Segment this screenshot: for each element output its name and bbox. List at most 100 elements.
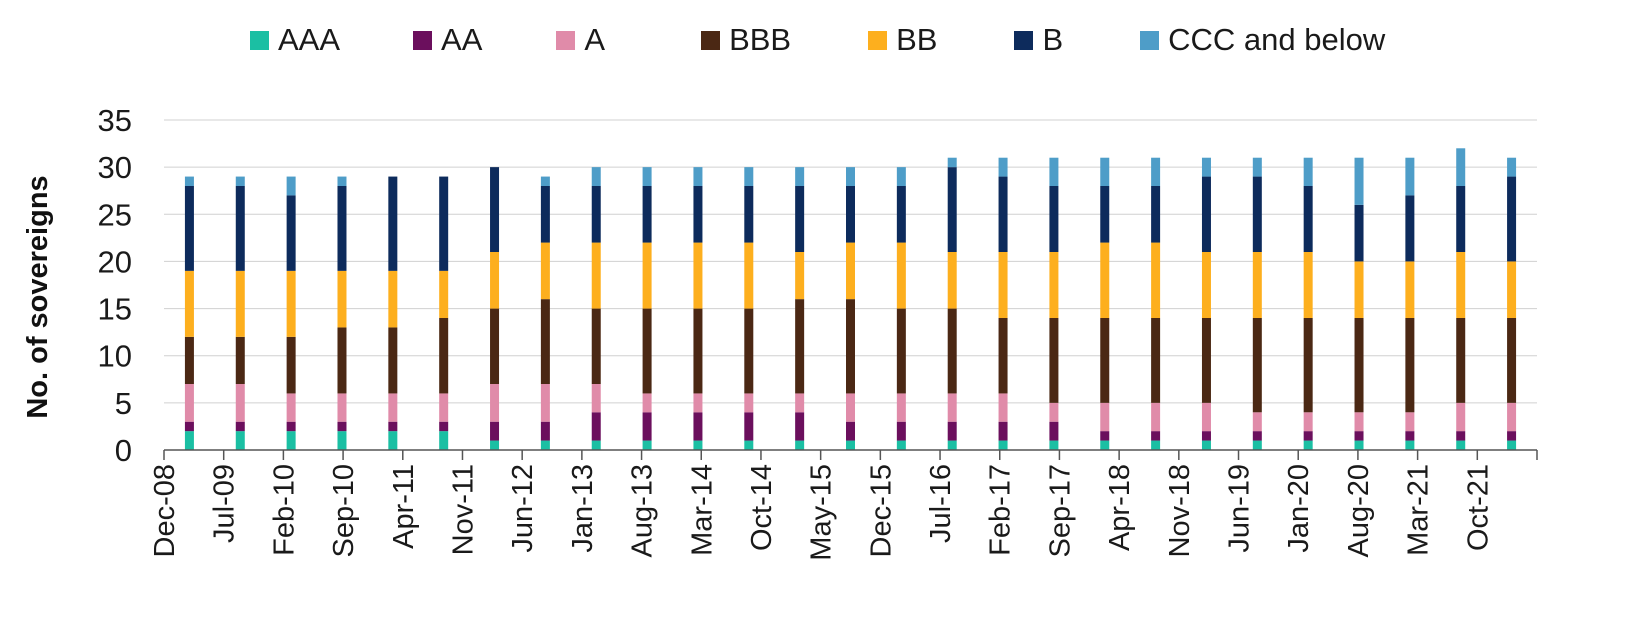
x-tick-label: Dec-15 <box>865 464 897 558</box>
bar-segment <box>286 393 296 422</box>
y-tick-label: 15 <box>98 292 132 327</box>
bar-segment <box>896 308 906 394</box>
bar-segment <box>1201 176 1211 252</box>
x-tick-label: Jun-19 <box>1224 464 1256 553</box>
bar-segment <box>744 440 754 450</box>
bar-segment <box>693 393 703 413</box>
x-tick-label: Oct-14 <box>746 464 778 551</box>
bar-segment <box>286 431 296 450</box>
bar-segment <box>947 440 957 450</box>
legend-swatch <box>250 30 269 50</box>
bar-segment <box>998 440 1008 450</box>
bar-segment <box>947 308 957 394</box>
bar-segment <box>388 431 398 450</box>
bar-segment <box>795 393 805 413</box>
legend-label: BB <box>896 22 938 57</box>
bar-segment <box>947 393 957 422</box>
bar-segment <box>1252 157 1262 177</box>
y-tick-label: 0 <box>115 433 132 468</box>
legend-item: BBB <box>701 22 791 58</box>
bar-segment <box>1100 440 1110 450</box>
bar-segment <box>235 336 245 384</box>
bar-segment <box>846 421 855 441</box>
bar-segment <box>795 167 805 186</box>
bar-segment <box>1456 252 1466 318</box>
bar-segment <box>896 167 906 186</box>
bar-segment <box>1151 431 1161 441</box>
bar-segment <box>998 393 1008 422</box>
bar-segment <box>998 318 1008 394</box>
bar-segment <box>693 167 703 186</box>
bar-segment <box>846 242 855 300</box>
bar-segment <box>1354 412 1364 432</box>
bar-segment <box>642 412 652 441</box>
legend-swatch <box>1014 30 1034 50</box>
bar-segment <box>1405 195 1415 262</box>
bar-segment <box>1151 402 1161 432</box>
bar-segment <box>337 270 347 328</box>
bar-segment <box>1405 261 1415 318</box>
x-tick-label: Jun-12 <box>507 464 539 553</box>
bar-segment <box>540 299 550 384</box>
bar-segment <box>896 393 906 422</box>
bar-segment <box>1049 421 1059 441</box>
bar-segment <box>846 299 855 394</box>
bar-segment <box>1049 402 1059 422</box>
legend-item: AA <box>413 22 482 58</box>
bar-segment <box>1507 431 1517 441</box>
x-tick-label: Feb-17 <box>985 464 1017 556</box>
y-axis-label: No. of sovereigns <box>22 175 54 418</box>
bar-segment <box>896 421 906 441</box>
bar-segment <box>1201 157 1211 177</box>
bar-segment <box>540 421 550 441</box>
bar-segment <box>1456 402 1466 432</box>
bar-segment <box>693 308 703 394</box>
x-tick-label: Mar-21 <box>1403 464 1435 556</box>
bar-segment <box>1100 157 1110 186</box>
bar-segment <box>591 186 601 243</box>
x-tick-label: Sep-17 <box>1044 464 1076 558</box>
bar-segment <box>1507 318 1517 403</box>
bar-segment <box>490 384 500 422</box>
bar-segment <box>388 393 398 422</box>
bar-segment <box>1049 157 1059 186</box>
bar-segment <box>1151 157 1161 186</box>
bar-segment <box>1151 318 1161 403</box>
x-tick-label: Dec-08 <box>149 464 181 558</box>
bar-segment <box>1100 186 1110 243</box>
bar-segment <box>1405 318 1415 413</box>
bar-segment <box>1456 431 1466 441</box>
bar-segment <box>896 242 906 309</box>
bar-segment <box>540 176 550 186</box>
bar-segment <box>337 176 347 186</box>
x-tick-label: Apr-18 <box>1104 464 1136 551</box>
bar-segment <box>439 270 449 318</box>
legend-label: CCC and below <box>1168 22 1386 57</box>
bar-segment <box>591 308 601 384</box>
bar-segment <box>1405 431 1415 441</box>
bar-segment <box>846 186 855 243</box>
bar-segment <box>1049 318 1059 403</box>
bar-segment <box>1354 318 1364 413</box>
y-tick-label: 30 <box>98 150 132 185</box>
bar-segment <box>1252 431 1262 441</box>
bar-segment <box>642 167 652 186</box>
legend-item: A <box>556 22 605 58</box>
x-tick-label: Oct-21 <box>1462 464 1494 551</box>
bar-segment <box>795 440 805 450</box>
legend-label: AAA <box>278 22 341 57</box>
bar-segment <box>998 176 1008 252</box>
legend-item: BB <box>868 22 937 58</box>
y-tick-label: 25 <box>98 197 132 232</box>
legend-label: A <box>584 22 606 57</box>
bar-segment <box>1049 440 1059 450</box>
bar-segment <box>642 186 652 243</box>
bar-segment <box>184 176 194 186</box>
bar-segment <box>1100 431 1110 441</box>
bar-segment <box>591 242 601 309</box>
bar-segment <box>1456 186 1466 252</box>
bar-segment <box>1303 440 1313 450</box>
legend: AAA AA A BBB BB B CCC and below <box>250 22 1385 58</box>
bar-segment <box>846 393 855 422</box>
